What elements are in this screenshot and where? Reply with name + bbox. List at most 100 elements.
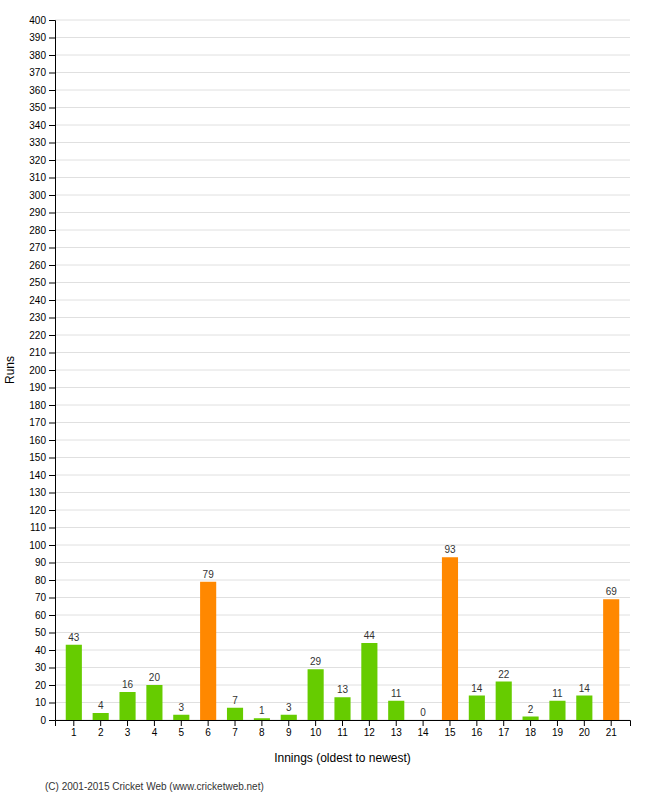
x-tick-label: 11 [337,727,348,738]
x-tick-mark [449,720,450,726]
y-tick-label: 200 [29,365,46,376]
data-label: 2 [528,704,534,715]
grid-line [55,527,630,528]
bar [496,682,512,721]
x-tick-mark [423,720,424,726]
footer: (C) 2001-2015 Cricket Web (www.cricketwe… [45,781,264,792]
grid-line [55,510,630,511]
y-tick-mark [49,230,55,231]
grid-line [55,125,630,126]
y-tick: 330 [29,137,55,148]
y-axis-title: Runs [3,356,17,384]
x-tick-label: 9 [286,727,292,738]
x-tick: 16 [471,720,483,738]
grid-line [55,90,630,91]
x-tick: 13 [391,720,403,738]
data-labels: 43416203797132913441109314222111469 [68,544,617,718]
y-tick-label: 70 [35,592,47,603]
x-tick: 8 [259,720,265,738]
grid-line [55,580,630,581]
y-tick-label: 350 [29,102,46,113]
y-tick: 110 [30,522,55,533]
y-tick-label: 130 [29,487,46,498]
y-tick-label: 210 [29,347,46,358]
y-tick-label: 0 [40,715,46,726]
x-axis: 123456789101112131415161718192021 [56,720,631,738]
y-tick-label: 110 [30,522,46,533]
y-tick: 120 [29,505,55,516]
plot: 4341620379713291344110931422211146912345… [29,15,630,738]
grid-line [55,160,630,161]
data-label: 43 [68,632,80,643]
y-tick-mark [49,178,55,179]
grid [55,20,630,720]
x-tick-label: 12 [364,727,376,738]
y-axis-line [49,21,56,721]
y-tick-mark [49,493,55,494]
bar [200,582,216,720]
x-tick-mark [530,720,531,726]
y-tick-label: 390 [29,32,46,43]
y-tick-mark [49,440,55,441]
y-tick-mark [49,353,55,354]
data-label: 29 [310,656,322,667]
data-label: 69 [606,586,618,597]
x-tick-label: 18 [525,727,537,738]
x-tick: 11 [337,720,348,738]
y-tick-mark [49,213,55,214]
x-tick-label: 10 [310,727,322,738]
bars [66,557,620,720]
x-tick-label: 8 [259,727,265,738]
y-tick-label: 50 [35,627,47,638]
x-tick: 2 [98,720,104,738]
grid-line [55,282,630,283]
bar [173,715,189,720]
y-tick: 180 [29,400,55,411]
y-tick-label: 300 [29,190,46,201]
y-tick: 340 [29,120,55,131]
y-tick-mark [49,265,55,266]
grid-line [55,300,630,301]
data-label: 7 [232,695,238,706]
bar [523,717,539,721]
x-tick-label: 15 [444,727,456,738]
x-tick: 5 [179,720,185,738]
y-tick-label: 170 [29,417,46,428]
x-tick-label: 6 [205,727,211,738]
data-label: 44 [364,630,376,641]
y-tick-label: 240 [29,295,46,306]
x-tick-mark [235,720,236,726]
bar [576,696,592,721]
x-tick: 17 [498,720,510,738]
x-tick-label: 4 [152,727,158,738]
y-tick-mark [49,143,55,144]
bar [308,669,324,720]
x-axis-line [56,721,631,727]
x-tick-label: 16 [471,727,483,738]
grid-line [55,247,630,248]
y-tick: 140 [29,470,55,481]
y-tick-mark [49,545,55,546]
x-tick-label: 14 [418,727,430,738]
data-label: 3 [286,702,292,713]
x-tick-label: 5 [179,727,185,738]
x-tick-label: 7 [232,727,238,738]
y-tick-mark [49,388,55,389]
y-tick: 100 [29,540,55,551]
x-tick: 15 [444,720,456,738]
y-tick-label: 380 [29,50,46,61]
y-tick-mark [49,73,55,74]
y-tick-mark [49,598,55,599]
y-tick: 400 [29,15,55,26]
y-tick: 130 [29,487,55,498]
x-tick: 18 [525,720,537,738]
grid-line [55,667,630,668]
y-tick: 160 [29,435,55,446]
y-tick-label: 400 [29,15,46,26]
x-tick-mark [181,720,182,726]
y-tick-mark [49,55,55,56]
x-tick-mark [127,720,128,726]
data-label: 11 [391,688,402,699]
y-tick-mark [49,633,55,634]
y-tick-mark [49,528,55,529]
